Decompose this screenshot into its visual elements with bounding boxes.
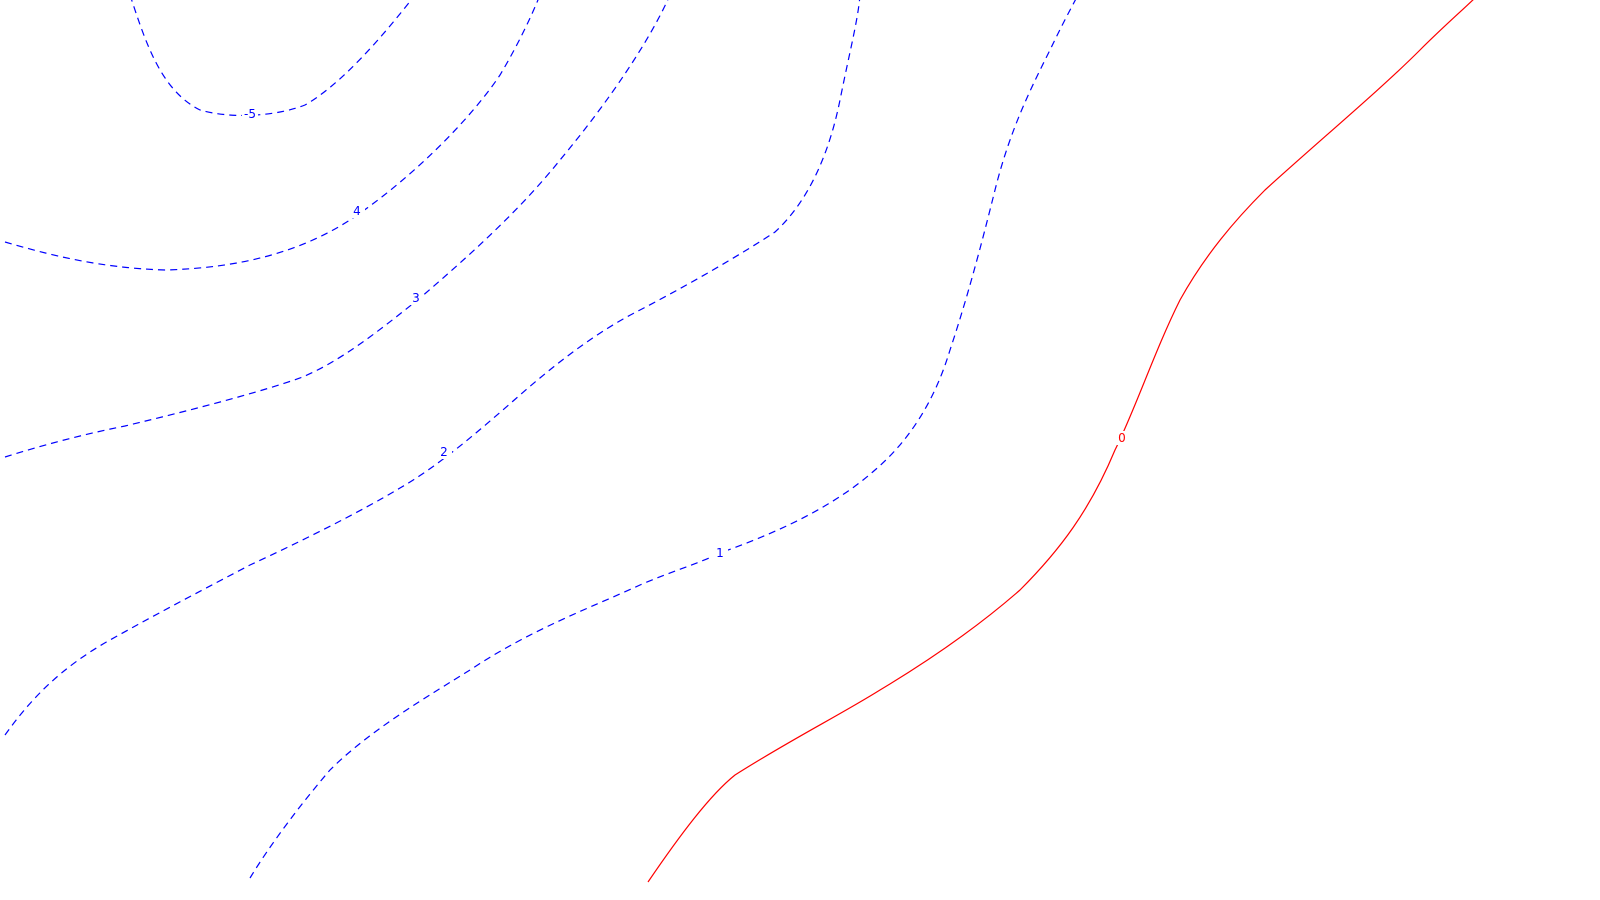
contour-label-bg-minus-2	[436, 445, 452, 459]
contour-label-bg-minus-1	[712, 546, 728, 560]
contour-labels: -5 4 3 2 1 0	[242, 107, 1130, 560]
contour-label-minus-3: 3	[412, 291, 420, 305]
contour-label-bg-minus-5	[242, 107, 258, 121]
contour-label-bg-minus-4	[349, 204, 365, 218]
contour-label-minus-2: 2	[440, 445, 448, 459]
contour-label-minus-1: 1	[716, 546, 724, 560]
contour-line-0	[647, 0, 1474, 883]
contour-line-minus-1	[249, 0, 1077, 879]
contour-label-0: 0	[1118, 431, 1126, 445]
contour-label-bg-minus-3	[408, 291, 424, 305]
contour-label-bg-0	[1114, 431, 1130, 445]
contour-lines	[4, 0, 1474, 883]
contour-label-minus-5: -5	[244, 107, 256, 121]
contour-line-minus-4	[4, 0, 539, 271]
contour-label-minus-4: 4	[353, 204, 361, 218]
contour-line-minus-5	[131, 0, 412, 117]
contour-line-minus-2	[4, 0, 861, 736]
contour-line-minus-3	[4, 0, 669, 458]
